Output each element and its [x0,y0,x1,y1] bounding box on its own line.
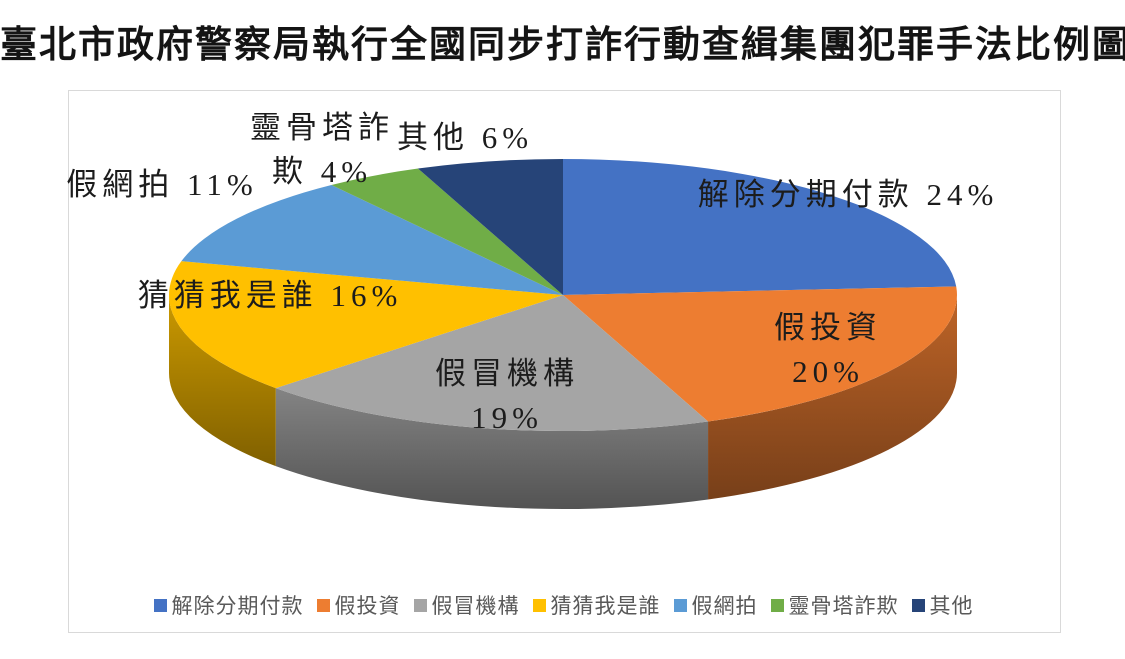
slice-label-line: 假冒機構 [435,356,579,391]
legend-item-label: 靈骨塔詐欺 [788,594,899,618]
slice-label-1: 假投資 20% [774,306,882,394]
legend-item-label: 其他 [929,594,974,618]
slice-label-line: 其他 6% [396,120,534,155]
chart-title: 臺北市政府警察局執行全國同步打詐行動查緝集團犯罪手法比例圖 [0,25,1125,66]
legend-swatch-icon [673,598,687,612]
chart-legend: 解除分期付款 假投資 假冒機構 猜猜我是誰 假網拍 靈骨塔詐欺 其他 [68,590,1059,620]
legend-swatch-icon [316,598,330,612]
legend-item-4: 假網拍 [673,590,758,620]
legend-swatch-icon [770,598,784,612]
slice-label-line: 假投資 [774,310,882,345]
slice-label-line: 解除分期付款 24% [697,177,999,212]
legend-item-label: 假冒機構 [431,594,520,618]
slice-label-6: 其他 6% [397,116,533,160]
legend-item-label: 假投資 [334,594,401,618]
legend-item-5: 靈骨塔詐欺 [770,590,899,620]
legend-item-6: 其他 [911,590,974,620]
legend-swatch-icon [413,598,427,612]
legend-item-label: 猜猜我是誰 [550,594,661,618]
slice-label-line: 猜猜我是誰 16% [137,278,403,313]
legend-item-2: 假冒機構 [413,590,520,620]
legend-item-label: 假網拍 [691,594,758,618]
slice-label-line: 假網拍 11% [66,167,258,202]
legend-swatch-icon [153,598,167,612]
slice-label-2: 假冒機構 19% [435,352,579,440]
slice-label-3: 猜猜我是誰 16% [138,274,403,318]
slice-label-line: 19% [471,400,543,435]
slice-label-5: 靈骨塔詐欺 4% [250,106,394,194]
pie-slice-wall-2 [275,388,709,509]
pie-slice-5 [331,168,563,295]
slice-label-4: 假網拍 11% [66,163,257,207]
slice-label-line: 靈骨塔詐 [250,110,394,145]
legend-swatch-icon [911,598,925,612]
pie-slice-3 [168,261,563,389]
pie-slice-4 [181,184,563,295]
slice-label-0: 解除分期付款 24% [698,173,999,217]
legend-item-3: 猜猜我是誰 [532,590,661,620]
legend-item-0: 解除分期付款 [153,590,304,620]
legend-item-label: 解除分期付款 [171,594,304,618]
pie-slice-1 [563,286,957,422]
legend-item-1: 假投資 [316,590,401,620]
slice-label-line: 欺 4% [271,154,373,189]
pie-slice-wall-1 [708,295,957,500]
legend-swatch-icon [532,598,546,612]
pie-slice-6 [417,159,563,295]
slice-label-line: 20% [792,354,864,389]
pie-slice-0 [563,159,957,295]
pie-slice-2 [275,295,709,432]
pie-slice-wall-3 [169,295,276,467]
